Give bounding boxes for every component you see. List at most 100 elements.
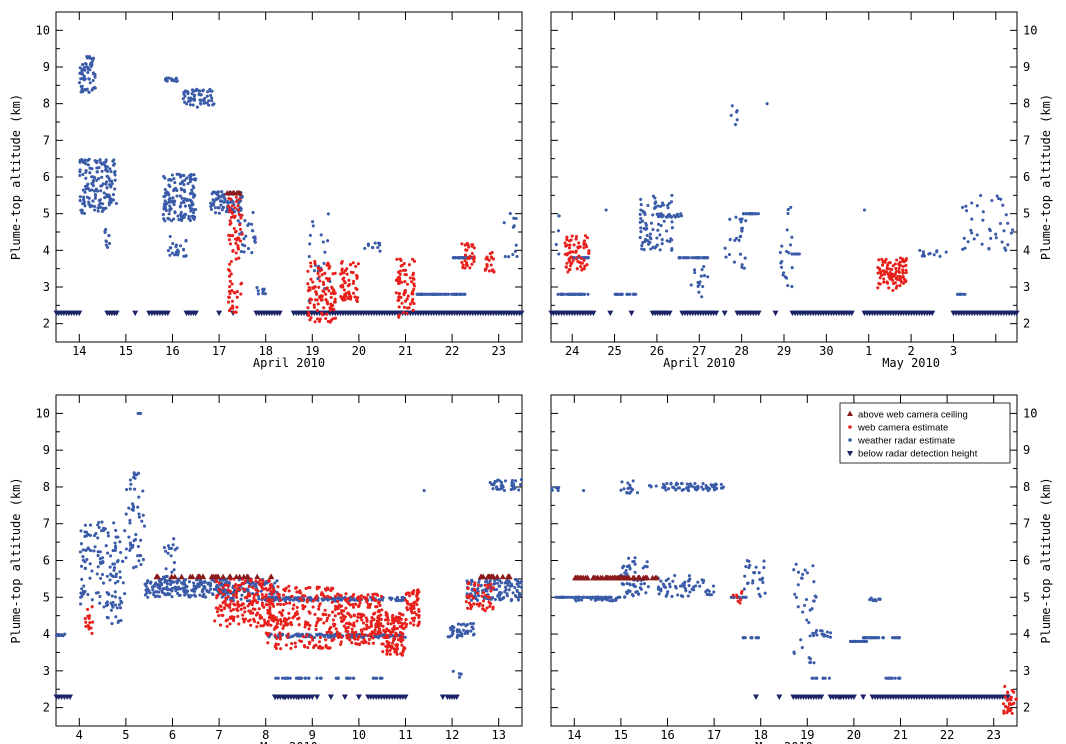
radar-point [98, 601, 102, 605]
webcam-point [340, 268, 344, 272]
radar-point [105, 194, 109, 199]
radar-point [660, 242, 664, 246]
radar-point [517, 593, 521, 597]
radar-point [162, 546, 166, 550]
radar-point [969, 228, 973, 232]
webcam-point [351, 261, 355, 265]
radar-point [79, 529, 83, 533]
webcam-point [230, 289, 234, 293]
radar-point [738, 217, 742, 221]
x-tick-label: 21 [893, 728, 907, 742]
radar-point [205, 101, 209, 105]
radar-point [136, 544, 140, 549]
webcam-point [307, 313, 311, 317]
radar-point [665, 239, 669, 243]
webcam-point [278, 631, 282, 635]
radar-point [210, 192, 214, 196]
webcam-point [398, 278, 402, 282]
radar-point [573, 597, 577, 601]
radar-point [188, 175, 193, 179]
webcam-point [279, 647, 283, 651]
radar-point [179, 210, 183, 214]
webcam-point [399, 652, 403, 656]
webcam-point [902, 281, 906, 285]
radar-point [898, 676, 902, 680]
radar-point [509, 487, 513, 492]
x-tick-label: 27 [692, 344, 706, 358]
radar-point [963, 246, 967, 250]
radar-point [864, 639, 869, 643]
radar-point [100, 184, 104, 188]
webcam-point [274, 642, 278, 646]
webcam-point [391, 641, 395, 645]
webcam-point [389, 622, 393, 626]
radar-point [83, 204, 87, 208]
webcam-point [279, 622, 283, 626]
radar-point [172, 187, 176, 191]
webcam-point [392, 624, 396, 628]
y-tick-label: 8 [43, 97, 50, 111]
x-tick-label: 23 [491, 344, 505, 358]
radar-point [239, 250, 243, 254]
webcam-point [228, 209, 232, 213]
webcam-point [86, 607, 90, 611]
webcam-point [417, 620, 421, 624]
above-ceiling-marker [607, 574, 614, 581]
radar-point [453, 292, 457, 296]
radar-point [178, 194, 182, 198]
webcam-point [229, 215, 233, 219]
webcam-point [415, 588, 420, 592]
radar-point [360, 635, 364, 639]
webcam-point [340, 271, 344, 275]
webcam-point [408, 607, 413, 611]
webcam-point [325, 616, 330, 620]
webcam-point [387, 629, 391, 633]
radar-point [90, 204, 94, 208]
radar-point [113, 187, 117, 191]
radar-point [352, 676, 356, 680]
webcam-point [466, 242, 470, 246]
radar-point [721, 485, 725, 489]
radar-point [167, 546, 171, 550]
radar-point [209, 93, 213, 97]
webcam-point [464, 600, 468, 604]
webcam-point [335, 605, 339, 609]
radar-point [496, 581, 500, 585]
radar-point [124, 547, 129, 551]
webcam-point [566, 270, 570, 274]
webcam-point [486, 595, 490, 599]
radar-point [203, 96, 207, 100]
radar-point [622, 564, 626, 568]
radar-point [792, 252, 796, 256]
webcam-point [407, 263, 411, 267]
radar-point [470, 578, 474, 582]
webcam-point [464, 263, 469, 267]
radar-point [682, 582, 686, 586]
radar-point [556, 229, 561, 233]
radar-point [106, 534, 110, 538]
radar-point [742, 266, 746, 270]
webcam-point [262, 618, 266, 622]
radar-point [114, 574, 118, 579]
webcam-point [403, 646, 407, 651]
radar-point [690, 484, 694, 488]
radar-point [556, 292, 560, 296]
radar-point [620, 480, 624, 484]
below-radar-marker [755, 310, 762, 317]
radar-point [589, 597, 593, 601]
webcam-point [269, 623, 273, 627]
above-ceiling-marker [236, 573, 243, 580]
radar-point [136, 505, 140, 509]
y-tick-label: 2 [1023, 701, 1030, 715]
radar-point [255, 286, 259, 290]
y-tick-label: 6 [1023, 554, 1030, 568]
radar-point [555, 486, 559, 490]
radar-point [632, 559, 636, 564]
webcam-point [579, 261, 583, 265]
radar-point [185, 176, 189, 180]
webcam-point [405, 311, 409, 315]
radar-point [665, 592, 669, 596]
webcam-point [231, 249, 235, 253]
radar-point [724, 255, 728, 259]
